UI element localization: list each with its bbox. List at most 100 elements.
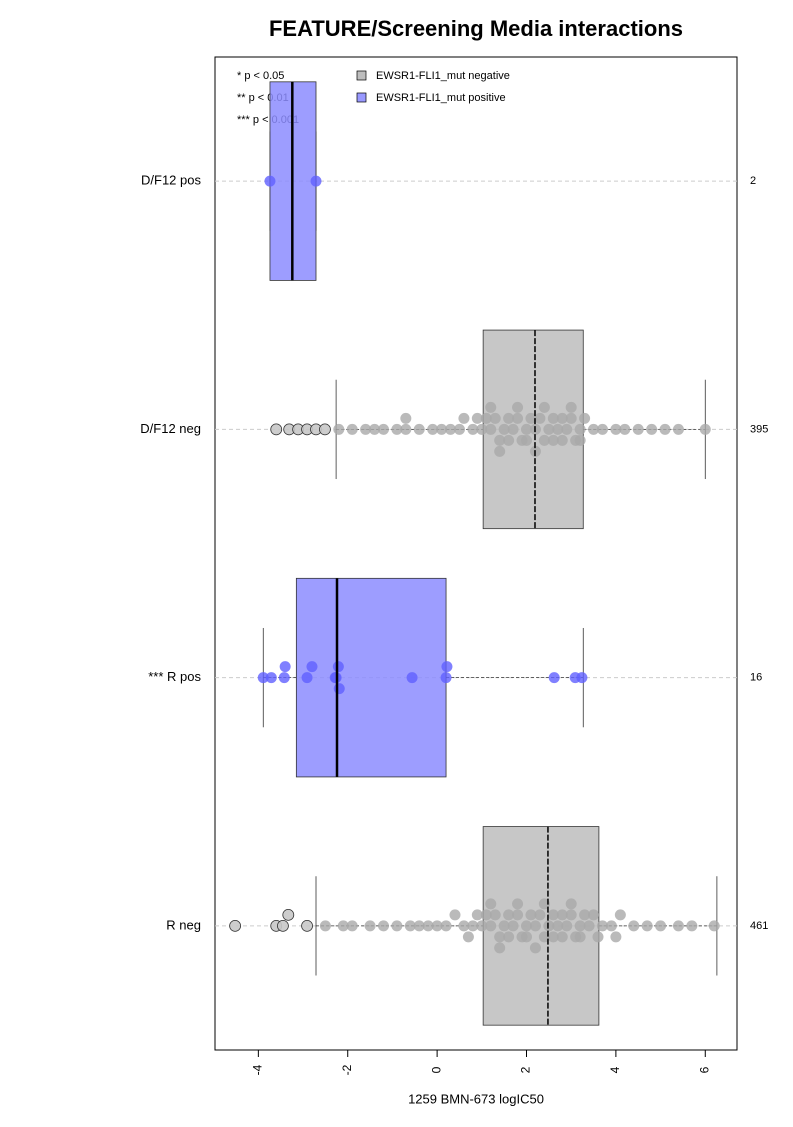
point: [547, 931, 559, 943]
point: [579, 412, 591, 424]
point: [512, 412, 524, 424]
point: [543, 423, 555, 435]
point: [610, 423, 622, 435]
point: [632, 423, 644, 435]
count-label: 461: [750, 920, 768, 932]
point: [596, 423, 608, 435]
point: [391, 423, 403, 435]
category-label: D/F12 neg: [140, 421, 201, 436]
point: [641, 920, 653, 932]
point: [538, 898, 550, 910]
point: [574, 423, 586, 435]
point: [561, 423, 573, 435]
category-label: *** R pos: [148, 669, 201, 684]
point: [512, 909, 524, 921]
point: [521, 931, 533, 943]
point: [588, 423, 600, 435]
outlier: [270, 423, 283, 436]
point: [699, 423, 711, 435]
point: [512, 898, 524, 910]
point: [556, 931, 568, 943]
point: [512, 401, 524, 413]
point: [521, 434, 533, 446]
point: [565, 401, 577, 413]
point: [556, 434, 568, 446]
point: [333, 423, 345, 435]
point: [503, 909, 515, 921]
point: [413, 920, 425, 932]
point: [406, 672, 418, 684]
point: [605, 920, 617, 932]
point: [538, 931, 550, 943]
point: [686, 920, 698, 932]
point: [489, 412, 501, 424]
point: [672, 423, 684, 435]
point: [404, 920, 416, 932]
point: [547, 434, 559, 446]
point: [543, 920, 555, 932]
point: [485, 920, 497, 932]
x-tick-label: 2: [519, 1066, 533, 1073]
point: [485, 898, 497, 910]
point: [503, 434, 515, 446]
point: [574, 920, 586, 932]
legend-label: EWSR1-FLI1_mut positive: [376, 92, 506, 104]
point: [503, 931, 515, 943]
point: [494, 942, 506, 954]
chart-title: FEATURE/Screening Media interactions: [269, 16, 683, 41]
point: [467, 920, 479, 932]
point: [576, 672, 588, 684]
point: [503, 412, 515, 424]
point: [278, 672, 290, 684]
plot-frame: [214, 56, 738, 1051]
point: [521, 920, 533, 932]
point: [646, 423, 658, 435]
point: [538, 401, 550, 413]
point: [548, 672, 560, 684]
count-label: 2: [750, 175, 756, 187]
point: [507, 920, 519, 932]
point: [529, 920, 541, 932]
point: [565, 412, 577, 424]
point: [619, 423, 631, 435]
point: [565, 909, 577, 921]
point: [529, 942, 541, 954]
point: [552, 423, 564, 435]
point: [436, 423, 448, 435]
point: [507, 423, 519, 435]
point: [708, 920, 720, 932]
point: [614, 909, 626, 921]
point: [453, 423, 465, 435]
x-axis-label: 1259 BMN-673 logIC50: [408, 1091, 544, 1106]
outlier: [319, 423, 331, 436]
point: [462, 931, 474, 943]
point: [494, 445, 506, 457]
point: [552, 920, 564, 932]
point: [547, 412, 559, 424]
point: [445, 423, 457, 435]
x-tick-label: 6: [697, 1066, 711, 1073]
point: [610, 931, 622, 943]
point: [306, 661, 318, 673]
point: [422, 920, 434, 932]
outlier: [301, 919, 313, 932]
point: [458, 412, 470, 424]
point: [391, 920, 403, 932]
outlier: [229, 919, 242, 932]
point: [672, 920, 684, 932]
point: [377, 920, 389, 932]
point: [476, 920, 488, 932]
point: [264, 175, 276, 187]
point: [583, 920, 595, 932]
point: [561, 920, 573, 932]
point: [588, 909, 600, 921]
point: [525, 412, 537, 424]
point: [364, 920, 376, 932]
category-label: D/F12 pos: [141, 173, 201, 188]
count-label: 16: [750, 672, 762, 684]
point: [458, 920, 470, 932]
point: [279, 661, 291, 673]
x-tick-label: -4: [251, 1064, 265, 1075]
point: [377, 423, 389, 435]
